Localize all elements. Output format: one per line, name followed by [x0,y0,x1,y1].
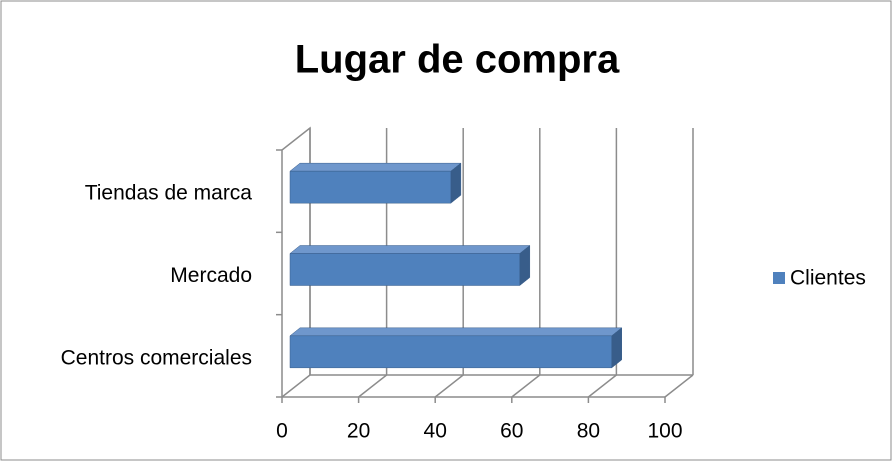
floor-line [434,374,464,398]
x-tick-label: 0 [276,420,288,443]
legend-label: Clientes [790,267,866,290]
bar-front [289,170,452,204]
y-tick-label: Centros comerciales [61,346,252,369]
x-tick-label: 80 [577,420,600,443]
floor-line [358,374,388,398]
y-tick-label: Tiendas de marca [85,182,253,205]
bar-front [289,253,521,286]
floor-line [511,374,541,398]
x-tick-label: 40 [424,420,447,443]
legend-swatch [773,272,785,284]
bar-top [289,327,623,337]
bar-front [289,335,612,369]
bar-top [289,245,531,254]
floor-line [664,374,694,398]
bar [289,327,623,369]
y-tick-label: Mercado [170,264,252,287]
x-tick-label: 100 [647,420,682,443]
x-tick-label: 60 [500,420,523,443]
bar-top [289,162,462,172]
bar [289,244,531,287]
bar [289,162,462,204]
floor-line [281,374,311,398]
chart-title: Lugar de compra [295,38,620,82]
x-tick-label: 20 [347,420,370,443]
floor-line [587,374,617,398]
